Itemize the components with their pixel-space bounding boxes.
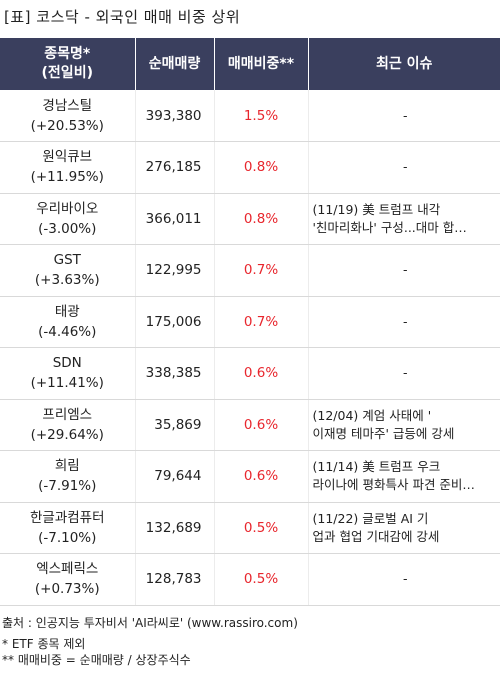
trade-ratio: 0.6%	[214, 450, 309, 503]
recent-issue-line1: (11/19) 美 트럼프 내각	[312, 201, 441, 217]
recent-issue-line1: -	[402, 365, 408, 381]
stock-name: SDN	[52, 355, 82, 372]
stock-name-cell: 경남스틸 (+20.53%)	[0, 90, 136, 142]
stock-change: (+11.95%)	[30, 169, 104, 186]
recent-issue-line1: -	[402, 313, 408, 329]
stock-change: (+20.53%)	[30, 117, 104, 134]
recent-issue-cell: (12/04) 계엄 사태에 ' 이재명 테마주' 급등에 강세	[308, 399, 500, 451]
stock-name: GST	[53, 252, 81, 269]
recent-issue-line2: '친마리화나' 구성...대마 합…	[312, 219, 467, 235]
net-volume: 366,011	[135, 193, 215, 245]
stock-name-cell: 희림 (-7.91%)	[0, 450, 136, 503]
stock-change: (+11.41%)	[30, 375, 104, 392]
stock-name: 경남스틸	[42, 97, 93, 114]
stock-name-cell: 우리바이오 (-3.00%)	[0, 193, 136, 245]
recent-issue-cell: -	[308, 553, 500, 606]
trade-ratio: 0.6%	[214, 347, 309, 400]
net-volume: 122,995	[135, 244, 215, 297]
table-row: 우리바이오 (-3.00%) 366,011 0.8% (11/19) 美 트럼프 내각…	[0, 193, 500, 245]
recent-issue-line1: -	[402, 159, 408, 175]
trade-ratio: 0.7%	[214, 296, 309, 348]
stock-name-cell: 엑스페릭스 (+0.73%)	[0, 553, 136, 606]
recent-issue-cell: (11/19) 美 트럼프 내각 '친마리화나' 구성...대마 합…	[308, 193, 500, 245]
recent-issue-cell: -	[308, 141, 500, 194]
header-stock-name-label: 종목명* (전일비)	[41, 46, 93, 81]
stock-name: 엑스페릭스	[36, 561, 99, 578]
table-row: 원익큐브 (+11.95%) 276,185 0.8% -	[0, 141, 500, 194]
table-row: 엑스페릭스 (+0.73%) 128,783 0.5% -	[0, 553, 500, 606]
recent-issue-cell: -	[308, 296, 500, 348]
stock-change: (+3.63%)	[34, 272, 100, 289]
table-row: SDN (+11.41%) 338,385 0.6% -	[0, 347, 500, 400]
trade-ratio: 0.8%	[214, 141, 309, 194]
table-row: 태광 (-4.46%) 175,006 0.7% -	[0, 296, 500, 348]
recent-issue-line2: 업과 협업 기대감에 강세	[312, 528, 440, 544]
trade-ratio: 1.5%	[214, 90, 309, 142]
recent-issue-cell: -	[308, 244, 500, 297]
table-row: 경남스틸 (+20.53%) 393,380 1.5% -	[0, 90, 500, 142]
stock-name: 프리엠스	[42, 406, 93, 423]
header-net-volume: 순매매량	[135, 38, 215, 90]
stock-name-cell: 태광 (-4.46%)	[0, 296, 136, 348]
stock-name: 원익큐브	[42, 149, 93, 166]
table-row: 프리엠스 (+29.64%) 35,869 0.6% (12/04) 계엄 사태에 ' 이…	[0, 399, 500, 451]
page-title: [표] 코스닥 - 외국인 매매 비중 상위	[4, 8, 241, 26]
recent-issue-cell: -	[308, 347, 500, 400]
stock-change: (-4.46%)	[38, 323, 97, 340]
stock-change: (+29.64%)	[30, 426, 104, 443]
stock-name-cell: 프리엠스 (+29.64%)	[0, 399, 136, 451]
recent-issue-cell: -	[308, 90, 500, 142]
trade-ratio: 0.6%	[214, 399, 309, 451]
net-volume: 79,644	[135, 450, 215, 503]
net-volume: 128,783	[135, 553, 215, 606]
footnote-ratio: ** 매매비중 = 순매매량 / 상장주식수	[2, 653, 191, 667]
table-header-row: 종목명* (전일비) 순매매량 매매비중** 최근 이슈	[0, 38, 500, 90]
trade-ratio: 0.5%	[214, 502, 309, 554]
header-trade-ratio: 매매비중**	[214, 38, 309, 90]
recent-issue-line1: -	[402, 262, 408, 278]
footnotes: * ETF 종목 제외 ** 매매비중 = 순매매량 / 상장주식수	[2, 636, 191, 668]
recent-issue-line1: (11/22) 글로벌 AI 기	[312, 510, 429, 526]
trade-ratio: 0.7%	[214, 244, 309, 297]
net-volume: 175,006	[135, 296, 215, 348]
stock-change: (+0.73%)	[34, 581, 100, 598]
stock-name-cell: 한글과컴퓨터 (-7.10%)	[0, 502, 136, 554]
stock-name: 우리바이오	[36, 200, 99, 217]
header-stock-name: 종목명* (전일비)	[0, 38, 136, 90]
stock-name-cell: SDN (+11.41%)	[0, 347, 136, 400]
recent-issue-line1: -	[402, 107, 408, 123]
trade-ratio: 0.5%	[214, 553, 309, 606]
stock-name: 희림	[54, 458, 80, 475]
recent-issue-line1: -	[402, 571, 408, 587]
stock-change: (-3.00%)	[38, 220, 97, 237]
stock-name-cell: 원익큐브 (+11.95%)	[0, 141, 136, 194]
recent-issue-line2: 이재명 테마주' 급등에 강세	[312, 425, 455, 441]
stock-name: 태광	[54, 303, 80, 320]
net-volume: 338,385	[135, 347, 215, 400]
recent-issue-line2: 라이나에 평화특사 파견 준비…	[312, 477, 475, 493]
net-volume: 35,869	[135, 399, 215, 451]
recent-issue-line1: (12/04) 계엄 사태에 '	[312, 407, 432, 423]
stock-name-cell: GST (+3.63%)	[0, 244, 136, 297]
header-recent-issue: 최근 이슈	[308, 38, 500, 90]
foreign-trade-table: 종목명* (전일비) 순매매량 매매비중** 최근 이슈 경남스틸 (+20.53…	[0, 38, 500, 606]
net-volume: 276,185	[135, 141, 215, 194]
table-row: 한글과컴퓨터 (-7.10%) 132,689 0.5% (11/22) 글로벌 AI …	[0, 502, 500, 554]
recent-issue-line1: (11/14) 美 트럼프 우크	[312, 459, 441, 475]
stock-name: 한글과컴퓨터	[29, 509, 105, 526]
trade-ratio: 0.8%	[214, 193, 309, 245]
net-volume: 393,380	[135, 90, 215, 142]
footnote-etf: * ETF 종목 제외	[2, 637, 86, 651]
stock-change: (-7.10%)	[38, 529, 97, 546]
net-volume: 132,689	[135, 502, 215, 554]
table-row: GST (+3.63%) 122,995 0.7% -	[0, 244, 500, 297]
source-note: 출처 : 인공지능 투자비서 'AI라씨로' (www.rassiro.com)	[2, 616, 298, 630]
table-body: 경남스틸 (+20.53%) 393,380 1.5% - 원익큐브 (+11.95%) 27…	[0, 90, 500, 606]
stock-change: (-7.91%)	[38, 478, 97, 495]
